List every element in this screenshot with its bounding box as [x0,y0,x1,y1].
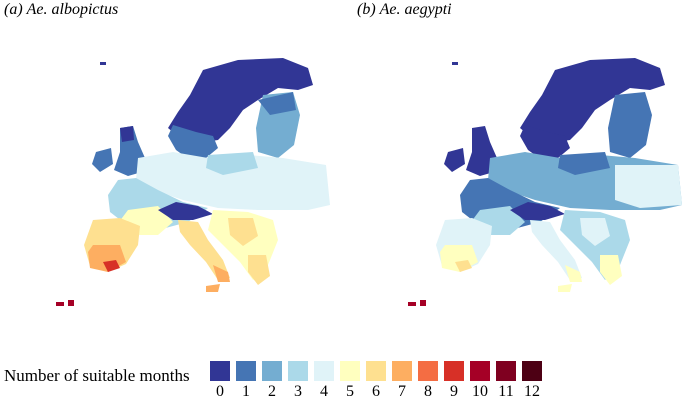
region-andalusia [103,260,120,272]
legend-tick-0: 0 [216,383,224,400]
legend-swatch-10 [470,361,490,381]
panel-b-tag: (b) [357,1,376,18]
region-italy-south [213,265,230,282]
legend-tick-1: 1 [242,383,250,400]
region-finland-north [258,92,296,115]
map-albopictus [56,58,330,306]
panel-a-tag: (a) [4,1,23,18]
region-iceland [100,62,106,65]
legend-tick-3: 3 [294,383,302,400]
legend-tick-12: 12 [524,383,540,400]
legend-tick-10: 10 [472,383,488,400]
region-south-scandinavia [168,125,218,160]
region-sicily [206,284,220,292]
legend-swatch-3 [288,361,308,381]
legend-tick-9: 9 [450,383,458,400]
region-greece [248,255,270,285]
legend-tick-2: 2 [268,383,276,400]
region-ireland [444,148,465,172]
legend-tick-7: 7 [398,383,406,400]
region-canaries [56,300,74,306]
panel-b-species: Ae. aegypti [379,1,452,18]
legend-tick-11: 11 [498,383,514,400]
legend-swatch-0 [210,361,230,381]
region-andalusia [455,260,472,272]
legend-tick-4: 4 [320,383,328,400]
region-finland [608,92,652,158]
legend-swatch-4 [314,361,334,381]
region-greece [600,255,622,285]
legend-tick-5: 5 [346,383,354,400]
legend-swatch-2 [262,361,282,381]
region-alps [510,202,565,220]
legend-tick-8: 8 [424,383,432,400]
region-baltic [558,152,610,175]
panel-a-species: Ae. albopictus [26,1,119,18]
legend-swatch-12 [522,361,542,381]
legend-swatch-5 [340,361,360,381]
region-britain [466,126,497,176]
region-scandinavia [168,58,313,143]
legend-swatch-7 [392,361,412,381]
legend-label: Number of suitable months [4,366,190,385]
region-sicily [558,284,572,292]
region-italy [178,220,230,280]
panel-a-title: (a) Ae. albopictus [4,0,118,20]
legend-swatch-6 [366,361,386,381]
region-balkans-mid [228,218,258,246]
legend-swatch-9 [444,361,464,381]
region-balkans-mid [580,218,610,246]
region-iceland [452,62,458,65]
legend-swatch-1 [236,361,256,381]
legend-tick-6: 6 [372,383,380,400]
region-central-europe [136,152,330,210]
panel-b-title: (b) Ae. aegypti [357,0,452,20]
legend-swatch-11 [496,361,516,381]
region-scandinavia [520,58,665,143]
region-ireland [92,148,113,172]
region-south-scandinavia [520,125,570,160]
region-baltic [206,152,258,175]
region-scotland-north [120,126,134,142]
legend-swatch-8 [418,361,438,381]
region-alps [158,202,213,220]
region-italy-south [565,265,582,282]
region-italy [530,220,582,280]
region-canaries [408,300,426,306]
region-eastern-europe [615,165,682,208]
map-aegypti [408,58,682,306]
